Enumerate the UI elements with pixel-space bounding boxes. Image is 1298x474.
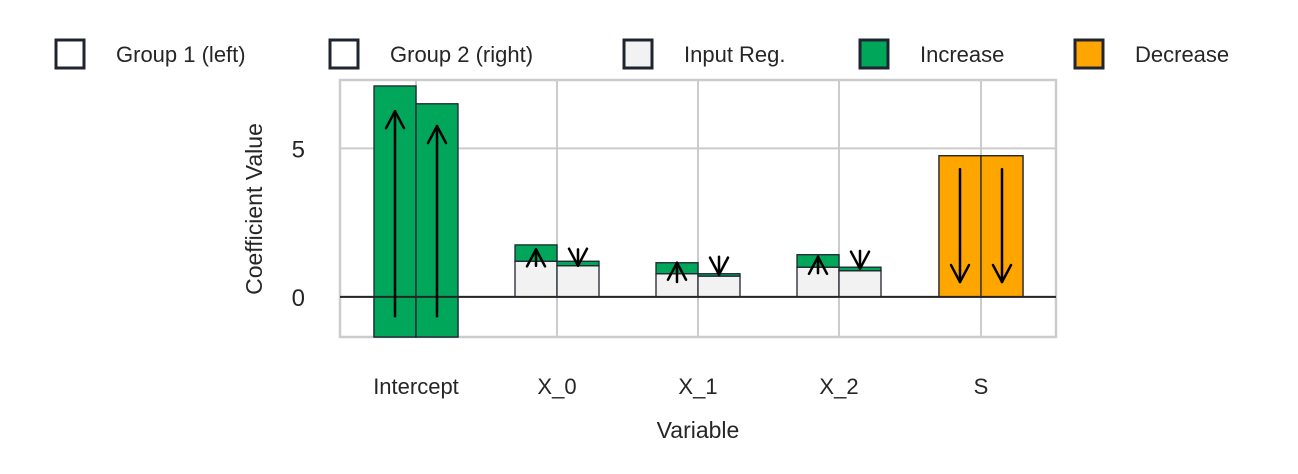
legend: Group 1 (left) Group 2 (right) Input Reg. I…: [54, 38, 1229, 70]
arrow-Intercept-left: [384, 109, 406, 318]
plot-area: [338, 78, 1058, 339]
arrow-X_1-left: [666, 261, 688, 284]
arrow-X_0-right: [567, 247, 589, 267]
bar-input-reg-X_1-right: [697, 275, 741, 298]
arrow-Intercept-right: [426, 124, 448, 318]
axes: Intercept X_0 X_1 X_2 S 0 5 Variable Coefficient…: [241, 123, 988, 443]
legend-swatch-outline: [328, 38, 360, 70]
arrow-head: [991, 263, 1013, 284]
legend-swatch-input: [622, 38, 654, 70]
y-axis-label: Coefficient Value: [241, 123, 267, 295]
arrow-X_2-right: [849, 249, 871, 270]
arrow-head: [567, 247, 589, 267]
arrow-head: [708, 256, 730, 276]
arrow-X_1-right: [708, 255, 730, 276]
arrow-head: [666, 261, 688, 281]
x-tick-label: X_0: [537, 374, 576, 399]
y-tick-label: 5: [292, 136, 305, 163]
arrow-head: [849, 250, 871, 270]
legend-label: Decrease: [1135, 42, 1229, 67]
x-tick-label: X_2: [819, 374, 858, 399]
legend-swatch-outline: [54, 38, 86, 70]
arrow-X_0-left: [525, 248, 547, 268]
arrow-head: [525, 248, 547, 268]
legend-label: Group 2 (right): [390, 42, 533, 67]
bar-input-reg-X_0-left: [514, 260, 558, 298]
legend-label: Input Reg.: [684, 42, 786, 67]
arrow-head: [384, 109, 406, 130]
bar-input-reg-X_2-right: [838, 270, 882, 298]
x-tick-label: Intercept: [373, 374, 459, 399]
y-tick-label: 0: [292, 285, 305, 312]
legend-label: Group 1 (left): [116, 42, 246, 67]
x-tick-label: S: [974, 374, 989, 399]
arrow-head: [426, 124, 448, 145]
bar-input-reg-X_0-right: [556, 265, 600, 298]
arrow-S-left: [949, 167, 971, 284]
legend-swatch-decrease: [1073, 38, 1105, 70]
arrow-head: [807, 255, 829, 276]
legend-label: Increase: [920, 42, 1004, 67]
arrow-head: [949, 263, 971, 284]
arrow-S-right: [991, 167, 1013, 284]
legend-swatch-increase: [858, 38, 890, 70]
arrow-X_2-left: [807, 255, 829, 276]
x-tick-label: X_1: [678, 374, 717, 399]
x-axis-label: Variable: [657, 417, 740, 443]
